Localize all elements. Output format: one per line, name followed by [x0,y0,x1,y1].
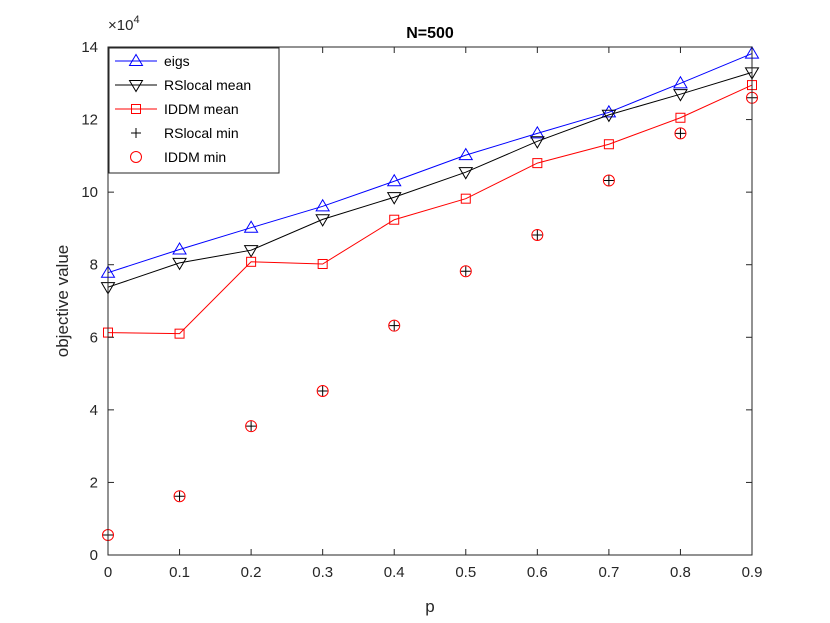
data-point-rslocal-mean [601,109,617,123]
data-point-iddm-mean [174,328,185,339]
legend-marker-iddm-min [130,151,142,163]
legend-entry-iddm-mean: IDDM mean [115,101,239,117]
data-point-iddm-mean [246,256,257,267]
x-axis-label: p [425,597,434,616]
y-tick-label: 0 [90,547,98,564]
data-point-iddm-min [245,420,258,433]
y-tick-label: 2 [90,474,98,491]
data-point-iddm-mean [675,112,686,123]
legend-marker-eigs [128,53,144,67]
y-exponent: ×104 [108,14,140,34]
data-point-iddm-min [531,228,544,241]
data-point-eigs [529,125,545,139]
data-point-eigs [315,198,331,212]
legend-label-iddm-mean: IDDM mean [164,101,239,117]
data-point-iddm-mean [389,214,400,225]
legend-marker-iddm-mean [131,104,141,114]
x-tick-label: 0 [104,564,112,581]
legend-entry-rslocal-mean: RSlocal mean [115,77,251,93]
x-tick-label: 0.6 [527,564,548,581]
legend-label-iddm-min: IDDM min [164,149,226,165]
axes-box [107,46,753,556]
data-point-iddm-min [388,319,401,332]
data-point-iddm-min [173,490,186,503]
x-tick-label: 0.1 [169,564,190,581]
data-point-eigs [673,75,688,89]
data-point-rslocal-mean [315,214,331,227]
y-tick-label: 12 [81,112,98,129]
legend-marker-rslocal-min [131,128,141,138]
data-point-iddm-min [459,265,472,278]
x-tick-label: 0.8 [670,564,691,581]
data-point-rslocal-min [603,175,614,186]
data-point-rslocal-min [675,128,686,139]
legend-entries: eigs RSlocal mean IDDM mean RSlocal min IDDM… [115,53,251,165]
data-point-rslocal-min [532,229,543,240]
data-point-rslocal-mean [172,257,187,271]
y-exponent-base: ×10 [108,17,133,34]
data-point-rslocal-mean [386,192,402,205]
data-point-eigs [386,173,402,187]
y-tick-label: 10 [81,184,98,201]
legend-label-rslocal-mean: RSlocal mean [164,77,251,93]
legend: eigs RSlocal mean IDDM mean RSlocal min IDDM… [108,47,280,174]
legend-label-eigs: eigs [164,53,190,69]
data-point-rslocal-mean [458,167,474,180]
series-line-eigs [107,53,753,274]
data-point-rslocal-mean [529,136,545,149]
data-point-iddm-mean [532,158,543,169]
y-tick-label: 14 [81,39,98,56]
y-axis-label: objective value [53,245,72,357]
data-point-eigs [243,220,259,233]
data-point-rslocal-min [317,385,328,396]
data-point-rslocal-min [246,421,257,432]
y-tick-label: 6 [90,329,98,346]
data-point-iddm-mean [460,193,471,204]
x-tick-label: 0.7 [598,564,619,581]
data-point-rslocal-min [460,266,471,277]
x-tick-label: 0.5 [455,564,476,581]
legend-marker-rslocal-mean [128,79,144,93]
data-point-eigs [601,104,617,118]
chart-title: N=500 [406,25,454,42]
data-point-eigs [458,147,474,161]
data-point-rslocal-mean [243,245,259,258]
x-tick-label: 0.2 [241,564,262,581]
data-point-eigs [172,241,187,255]
data-point-rslocal-mean [673,89,688,102]
legend-entry-eigs: eigs [115,53,190,69]
data-point-rslocal-min [174,491,185,502]
legend-label-rslocal-min: RSlocal min [164,125,239,141]
data-point-iddm-mean [603,139,614,150]
y-tick-label: 4 [90,402,98,419]
data-point-iddm-mean [317,258,328,269]
data-point-iddm-min [316,384,329,397]
data-point-iddm-min [602,174,615,187]
ticks-layer: 0 0.1 0.2 0.3 0.4 0.5 0.6 0.7 0.8 0.9 0 2 4 6 8 10 12 14 [81,39,762,581]
data-point-rslocal-min [389,320,400,331]
series-line-iddm-mean [107,84,753,335]
y-exponent-power: 4 [133,14,139,26]
data-point-iddm-min [674,127,687,140]
y-tick-label: 8 [90,257,98,274]
legend-entry-rslocal-min: RSlocal min [131,125,239,141]
series-line-rslocal-mean [107,71,753,288]
x-tick-label: 0.4 [384,564,405,581]
legend-entry-iddm-min: IDDM min [130,149,226,165]
x-tick-label: 0.9 [742,564,763,581]
x-tick-label: 0.3 [312,564,333,581]
